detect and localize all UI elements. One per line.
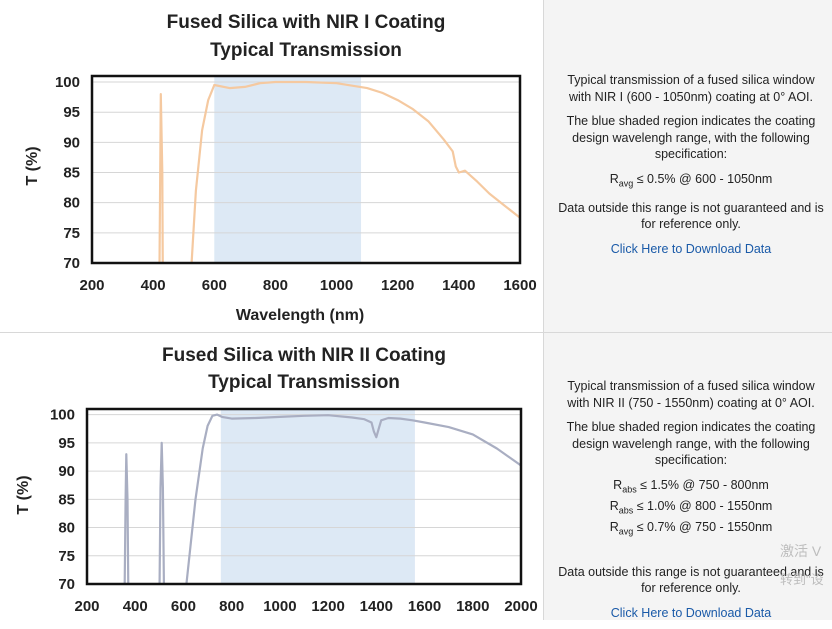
transmission-curve-1 [123, 453, 130, 584]
watermark-line2: 转到"设 [780, 572, 824, 587]
description-shade-note: The blue shaded region indicates the coa… [566, 114, 816, 161]
transmission-curve-2 [158, 441, 166, 584]
chart-title-line2: Typical Transmission [210, 40, 402, 61]
y-tick-label: 90 [63, 134, 80, 151]
plot-frame [85, 407, 523, 586]
transmission-curve-2 [190, 80, 520, 263]
y-axis-label: T (%) [15, 475, 32, 514]
x-tick-label: 600 [202, 277, 227, 294]
spec-line-2: Rabs ≤ 1.0% @ 800 - 1550nm [609, 498, 773, 516]
nir2-chart: Fused Silica with NIR II Coating Typical… [15, 345, 538, 615]
series-group [123, 413, 521, 584]
x-tick-label: 800 [263, 277, 288, 294]
chart-cell-nir1: Fused Silica with NIR I Coating Typical … [0, 0, 544, 332]
transmission-curve-1 [158, 92, 164, 263]
x-tick-label: 1400 [442, 277, 475, 294]
transmission-curve-3 [185, 413, 521, 584]
y-tick-label: 85 [58, 491, 75, 508]
x-tick-label: 1600 [503, 277, 536, 294]
x-tick-label: 400 [141, 277, 166, 294]
chart-row-nir1: Fused Silica with NIR I Coating Typical … [0, 0, 832, 333]
y-axis-label: T (%) [24, 146, 41, 185]
download-data-link[interactable]: Click Here to Download Data [610, 605, 772, 620]
y-tick-label: 90 [58, 463, 75, 480]
x-tick-label: 1800 [456, 598, 489, 615]
y-tick-label: 70 [58, 576, 75, 593]
x-tick-label: 600 [171, 598, 196, 615]
description-panel-nir2: Typical transmission of a fused silica w… [544, 333, 832, 620]
y-tick-label: 75 [63, 225, 80, 242]
y-tick-label: 95 [58, 435, 75, 452]
x-tick-label: 800 [219, 598, 244, 615]
nir1-chart: Fused Silica with NIR I Coating Typical … [24, 12, 537, 324]
x-tick-label: 1000 [263, 598, 296, 615]
spec-line-3: Ravg ≤ 0.7% @ 750 - 1550nm [609, 519, 773, 537]
x-tick-label: 400 [123, 598, 148, 615]
x-tick-label: 200 [74, 598, 99, 615]
coating-range-shade [214, 76, 362, 263]
x-tick-label: 200 [79, 277, 104, 294]
description-disclaimer: Data outside this range is not guarantee… [558, 564, 824, 596]
plot-frame [90, 74, 522, 265]
watermark-line1: 激活 V [780, 543, 822, 559]
coating-range-shade [220, 409, 415, 584]
x-tick-label: 1600 [408, 598, 441, 615]
y-tick-label: 70 [63, 255, 80, 272]
x-tick-label: 1400 [360, 598, 393, 615]
chart-title-line2: Typical Transmission [208, 372, 400, 393]
y-tick-label: 80 [63, 195, 80, 212]
x-tick-label: 1000 [320, 277, 353, 294]
series-group [158, 80, 520, 263]
spec-line-1: Rabs ≤ 1.5% @ 750 - 800nm [613, 477, 769, 495]
description-disclaimer: Data outside this range is not guarantee… [558, 200, 824, 232]
y-tick-label: 95 [63, 104, 80, 121]
x-tick-label: 1200 [381, 277, 414, 294]
description-intro: Typical transmission of a fused silica w… [567, 379, 815, 410]
y-tick-label: 80 [58, 520, 75, 537]
x-tick-label: 1200 [311, 598, 344, 615]
x-axis-label: Wavelength (nm) [236, 307, 364, 324]
spec-line: Ravg ≤ 0.5% @ 600 - 1050nm [609, 171, 773, 189]
download-data-link[interactable]: Click Here to Download Data [610, 241, 772, 256]
y-tick-label: 100 [50, 407, 75, 424]
chart-cell-nir2: Fused Silica with NIR II Coating Typical… [0, 333, 544, 620]
y-tick-label: 100 [55, 74, 80, 91]
chart-title-line1: Fused Silica with NIR II Coating [162, 345, 446, 366]
y-tick-label: 85 [63, 165, 80, 182]
description-intro: Typical transmission of a fused silica w… [567, 73, 815, 104]
y-tick-label: 75 [58, 548, 75, 565]
description-panel-nir1: Typical transmission of a fused silica w… [544, 0, 832, 332]
chart-row-nir2: Fused Silica with NIR II Coating Typical… [0, 333, 832, 620]
description-shade-note: The blue shaded region indicates the coa… [566, 420, 816, 467]
chart-title-line1: Fused Silica with NIR I Coating [167, 12, 446, 33]
x-tick-label: 2000 [504, 598, 537, 615]
